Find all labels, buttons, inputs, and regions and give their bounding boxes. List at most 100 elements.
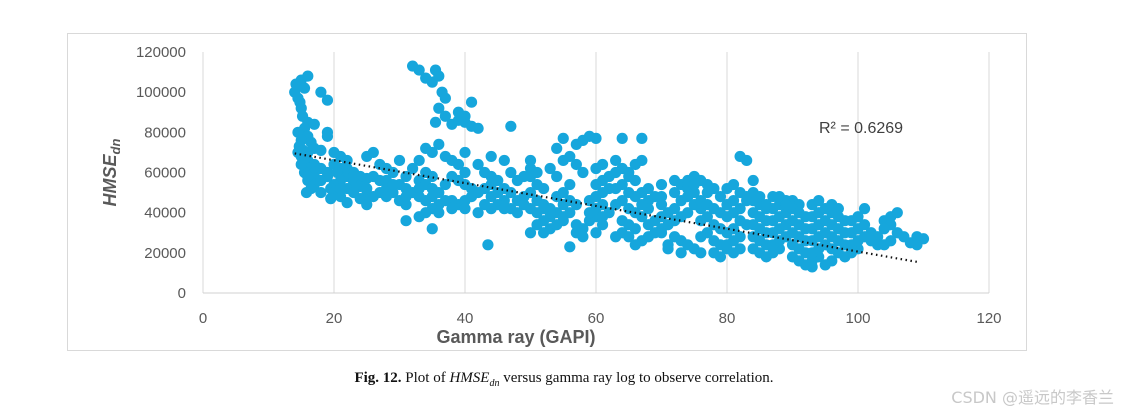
data-point	[623, 231, 635, 243]
data-point	[636, 132, 648, 144]
y-tick-label: 100000	[136, 84, 186, 101]
data-point	[564, 241, 576, 253]
data-point	[426, 146, 438, 159]
data-point	[662, 219, 674, 231]
data-point	[315, 186, 327, 199]
data-point	[898, 231, 910, 243]
data-point	[727, 178, 740, 191]
data-point	[393, 154, 406, 167]
data-point	[459, 166, 471, 179]
data-point	[315, 144, 327, 157]
x-tick-label: 20	[326, 310, 343, 327]
data-point	[321, 94, 334, 106]
x-axis-label: Gamma ray (GAPI)	[436, 327, 595, 347]
data-point	[472, 158, 484, 171]
data-point	[636, 154, 648, 167]
data-point	[531, 219, 543, 231]
data-point	[655, 199, 668, 211]
data-point	[538, 182, 550, 195]
data-point	[334, 182, 347, 195]
data-point	[727, 223, 740, 235]
data-point	[292, 146, 304, 159]
data-point	[813, 195, 825, 207]
data-point	[780, 199, 792, 211]
data-point	[429, 116, 442, 128]
y-axis-label: HMSEdn	[100, 138, 123, 206]
data-point	[479, 182, 491, 195]
data-point	[452, 106, 465, 118]
data-point	[551, 170, 563, 183]
data-point	[590, 132, 602, 144]
data-point	[734, 243, 746, 255]
data-point	[655, 227, 668, 239]
data-point	[714, 191, 727, 203]
data-point	[734, 186, 746, 199]
data-point	[610, 199, 622, 211]
data-point	[629, 239, 641, 251]
data-point	[610, 231, 622, 243]
data-point	[564, 178, 576, 191]
data-point	[295, 158, 307, 171]
data-point	[426, 223, 438, 235]
data-point	[439, 110, 451, 122]
data-point	[701, 186, 713, 199]
y-tick-labels: 0 20000 40000 60000 80000 100000 120000	[136, 44, 186, 302]
data-point	[361, 150, 373, 163]
data-point	[557, 186, 569, 199]
data-point	[629, 174, 641, 187]
data-point	[570, 199, 582, 211]
y-tick-label: 40000	[144, 205, 186, 222]
data-point	[400, 191, 412, 203]
data-point	[433, 138, 445, 150]
data-point	[433, 70, 445, 82]
data-point	[747, 174, 759, 187]
gridlines	[202, 52, 990, 294]
data-point	[734, 215, 746, 227]
scatter-plot: 0 20000 40000 60000 80000 100000 120000 0 20 40 6…	[100, 44, 1002, 347]
data-point	[472, 207, 484, 219]
data-point	[636, 199, 648, 211]
data-point	[688, 178, 700, 191]
data-point	[655, 178, 668, 191]
caption-text-before: Plot of	[405, 370, 446, 386]
data-point	[426, 170, 438, 183]
data-point	[459, 203, 471, 215]
data-point	[806, 261, 818, 273]
data-point	[551, 142, 563, 154]
data-point	[407, 162, 419, 175]
y-tick-label: 20000	[144, 245, 186, 262]
data-point	[544, 162, 556, 175]
data-point	[482, 239, 494, 251]
data-point	[669, 186, 681, 199]
data-point	[505, 120, 517, 132]
y-tick-label: 60000	[144, 165, 186, 182]
data-point	[465, 96, 478, 108]
figure-caption: Fig. 12. Plot of HMSEdn versus gamma ray…	[0, 370, 1128, 389]
data-point	[669, 203, 681, 215]
data-point	[380, 191, 392, 203]
data-point	[302, 70, 314, 82]
data-point	[616, 132, 628, 144]
x-tick-label: 80	[719, 310, 736, 327]
data-point	[596, 219, 609, 231]
data-point	[315, 86, 327, 98]
caption-variable: HMSEdn	[449, 370, 500, 389]
data-point	[642, 182, 655, 195]
data-point	[858, 203, 871, 215]
data-point	[374, 174, 386, 187]
data-point	[400, 199, 412, 211]
data-point	[498, 154, 510, 167]
data-point	[878, 239, 890, 251]
data-point	[610, 182, 622, 195]
y-tick-label: 0	[178, 285, 186, 302]
data-point	[413, 154, 425, 167]
data-point	[655, 191, 668, 203]
y-tick-label: 120000	[136, 44, 186, 61]
data-point	[891, 207, 903, 219]
data-point	[773, 191, 786, 203]
y-tick-label: 80000	[144, 124, 186, 141]
data-points	[289, 60, 930, 273]
data-point	[557, 132, 569, 144]
chart-frame: 0 20000 40000 60000 80000 100000 120000 0 20 40 6…	[67, 33, 1027, 351]
data-point	[315, 174, 327, 187]
